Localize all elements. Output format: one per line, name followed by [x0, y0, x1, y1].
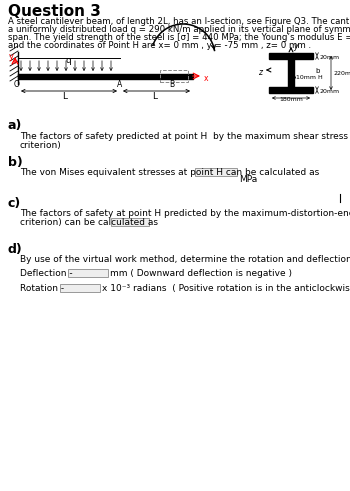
Text: b): b)	[8, 156, 23, 169]
Bar	[269, 87, 313, 93]
Bar	[269, 53, 313, 59]
Bar	[195, 168, 237, 176]
Text: c): c)	[8, 197, 21, 210]
Text: d): d)	[8, 243, 23, 256]
Text: Deflection -: Deflection -	[20, 269, 73, 278]
Text: 10mm H: 10mm H	[296, 75, 323, 80]
Text: 220mm: 220mm	[333, 71, 350, 76]
Text: By use of the virtual work method, determine the rotation and deflection at the : By use of the virtual work method, deter…	[20, 255, 350, 264]
Text: y: y	[9, 52, 14, 61]
Text: y: y	[293, 42, 298, 51]
Text: A steel cantilever beam, of length 2L, has an I-section, see Figure Q3. The cant: A steel cantilever beam, of length 2L, h…	[8, 17, 350, 26]
Text: Question 3: Question 3	[8, 4, 101, 19]
Text: 20mm: 20mm	[319, 55, 339, 60]
Text: x: x	[204, 74, 209, 83]
Text: b: b	[315, 68, 319, 74]
Text: L: L	[63, 92, 68, 101]
Bar	[160, 70, 188, 82]
Text: criterion) can be calculated as: criterion) can be calculated as	[20, 218, 158, 227]
Text: B: B	[169, 80, 174, 89]
Bar	[288, 59, 294, 87]
Text: A: A	[117, 80, 122, 89]
Text: q: q	[65, 56, 71, 65]
Text: z: z	[258, 68, 262, 77]
Bar	[111, 218, 149, 226]
Text: The factors of safety at point H predicted by the maximum-distortion-energy theo: The factors of safety at point H predict…	[20, 209, 350, 218]
Text: Rotation -: Rotation -	[20, 284, 64, 293]
Text: a uniformly distributed load q = 290 kN/m applied in its vertical plane of symme: a uniformly distributed load q = 290 kN/…	[8, 25, 350, 34]
Text: x 10⁻³ radians  ( Positive rotation is in the anticlockwise direction): x 10⁻³ radians ( Positive rotation is in…	[102, 284, 350, 293]
Text: 20mm: 20mm	[319, 89, 339, 94]
Text: span. The yield strength of the steel is [σ] = 440 MPa; the Young’s modulus E = : span. The yield strength of the steel is…	[8, 33, 350, 42]
Text: and the coordinates of Point H are x= 0 mm , y = -75 mm , z= 0 mm .: and the coordinates of Point H are x= 0 …	[8, 41, 311, 50]
Bar	[68, 269, 108, 277]
Text: 180mm: 180mm	[279, 97, 303, 102]
Text: The von Mises equivalent stresses at point H can be calculated as: The von Mises equivalent stresses at poi…	[20, 168, 319, 177]
Bar	[60, 284, 100, 292]
Text: criterion): criterion)	[20, 141, 62, 150]
Text: L: L	[153, 92, 158, 101]
Text: O: O	[14, 80, 20, 89]
Text: a): a)	[8, 119, 22, 132]
Text: MPa: MPa	[239, 175, 257, 184]
Text: The factors of safety predicted at point H  by the maximum shear stress theory o: The factors of safety predicted at point…	[20, 132, 350, 141]
Text: mm ( Downward deflection is negative ): mm ( Downward deflection is negative )	[110, 269, 292, 278]
